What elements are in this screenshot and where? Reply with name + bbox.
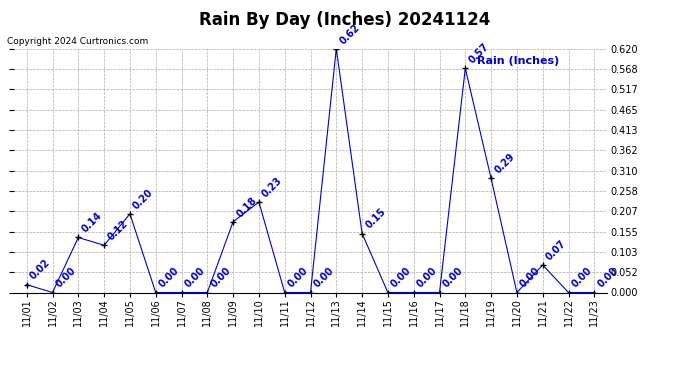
Text: 0.20: 0.20 [131,187,155,211]
Text: 0.15: 0.15 [364,207,388,231]
Text: 0.23: 0.23 [260,175,284,199]
Text: 0.57: 0.57 [466,42,491,66]
Text: 0.00: 0.00 [441,266,465,290]
Text: 0.14: 0.14 [79,211,104,235]
Text: Copyright 2024 Curtronics.com: Copyright 2024 Curtronics.com [7,38,148,46]
Text: 0.00: 0.00 [570,266,594,290]
Text: 0.29: 0.29 [493,152,517,176]
Text: 0.07: 0.07 [544,238,568,262]
Text: 0.00: 0.00 [518,266,542,290]
Text: 0.00: 0.00 [286,266,310,290]
Text: 0.00: 0.00 [183,266,207,290]
Text: 0.00: 0.00 [415,266,439,290]
Text: 0.62: 0.62 [337,22,362,46]
Text: 0.00: 0.00 [54,266,78,290]
Text: Rain (Inches): Rain (Inches) [477,56,559,66]
Text: Rain By Day (Inches) 20241124: Rain By Day (Inches) 20241124 [199,11,491,29]
Text: 0.00: 0.00 [312,266,336,290]
Text: 0.00: 0.00 [208,266,233,290]
Text: 0.18: 0.18 [235,195,259,219]
Text: 0.00: 0.00 [595,266,620,290]
Text: 0.00: 0.00 [157,266,181,290]
Text: 0.02: 0.02 [28,258,52,282]
Text: 0.12: 0.12 [106,219,130,243]
Text: 0.00: 0.00 [389,266,413,290]
